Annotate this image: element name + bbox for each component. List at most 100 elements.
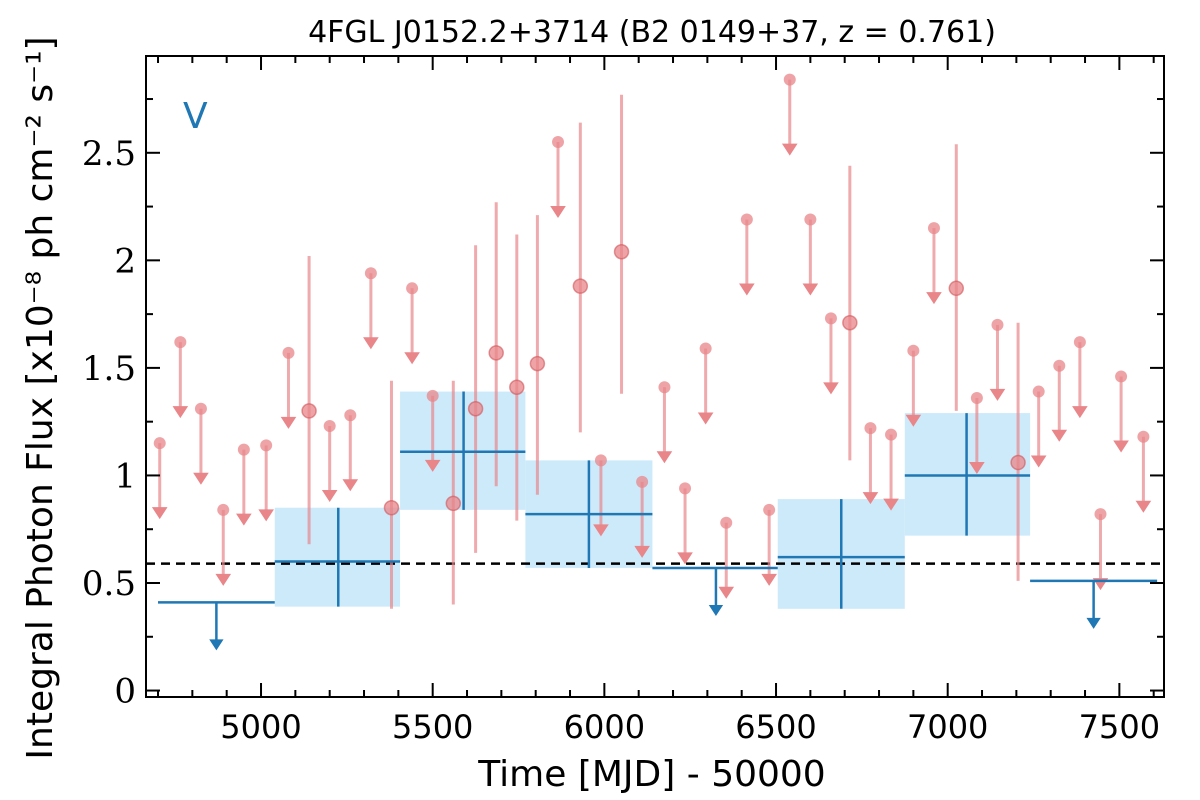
short-bin-point bbox=[842, 314, 858, 331]
upper-limit-arrowhead bbox=[862, 492, 879, 505]
upper-limit-arrowhead bbox=[905, 414, 922, 427]
upper-limit-point bbox=[174, 336, 187, 349]
upper-limit-arrowhead bbox=[926, 292, 942, 305]
plot-frame bbox=[145, 55, 1165, 698]
x-tick-label: 5500 bbox=[392, 708, 473, 746]
upper-limit-arrowhead bbox=[989, 388, 1006, 401]
upper-limit-point bbox=[237, 443, 250, 456]
upper-limit-arrowhead bbox=[739, 283, 755, 296]
upper-limit-point bbox=[552, 136, 565, 149]
upper-limit-arrowhead bbox=[1113, 440, 1129, 453]
short-bin-point bbox=[445, 495, 462, 512]
upper-limit-arrowhead bbox=[193, 472, 209, 485]
upper-limit-arrowhead bbox=[593, 524, 609, 537]
upper-limit-arrowhead bbox=[363, 337, 379, 350]
upper-limit-arrowhead bbox=[969, 462, 985, 475]
upper-limit-arrowhead bbox=[172, 406, 189, 419]
upper-limit-arrowhead bbox=[802, 283, 819, 296]
x-tick-label: 7500 bbox=[1079, 708, 1160, 746]
upper-limit-point bbox=[824, 312, 837, 325]
upper-limit-arrowhead bbox=[424, 459, 441, 472]
x-tick-labels: 5000 5500 6000 6500 7000 7500 bbox=[220, 708, 1160, 746]
upper-limit-arrowhead bbox=[634, 545, 650, 558]
upper-limit-point bbox=[1053, 359, 1066, 372]
short-bin-point bbox=[301, 403, 317, 419]
short-bin-point bbox=[613, 243, 630, 260]
panel-label: V bbox=[183, 96, 208, 137]
upper-limit-arrowhead bbox=[404, 352, 420, 365]
short-bin-point bbox=[572, 278, 589, 294]
upper-limit-point bbox=[970, 392, 983, 405]
upper-limit-point bbox=[406, 282, 419, 295]
y-tick-label: 2.5 bbox=[82, 134, 136, 174]
short-bin-point bbox=[467, 401, 484, 417]
upper-limit-point bbox=[364, 267, 377, 280]
y-tick-label: 0.5 bbox=[82, 564, 136, 604]
upper-limit-arrowhead bbox=[1072, 406, 1088, 419]
upper-limit-arrowhead bbox=[677, 552, 693, 565]
upper-limit-point bbox=[763, 503, 776, 516]
upper-limit-arrowhead bbox=[321, 489, 338, 502]
upper-limit-arrowhead bbox=[823, 382, 839, 395]
short-bin-point bbox=[488, 345, 504, 361]
short-bin-point bbox=[529, 355, 546, 372]
upper-limit-point bbox=[260, 439, 273, 452]
upper-limit-point bbox=[1094, 508, 1107, 521]
upper-limit-point bbox=[783, 73, 796, 86]
x-tick-label: 6500 bbox=[735, 708, 816, 746]
upper-limit-point bbox=[658, 381, 671, 394]
upper-limit-arrowhead bbox=[1030, 455, 1047, 468]
upper-limit-arrowhead bbox=[236, 513, 252, 526]
upper-limit-arrowhead bbox=[718, 586, 735, 599]
axis-ticks bbox=[146, 56, 1164, 697]
upper-limit-point bbox=[864, 422, 877, 435]
upper-limit-point bbox=[679, 482, 692, 495]
short-bin-point bbox=[509, 379, 525, 396]
upper-limit-point bbox=[194, 402, 207, 415]
upper-limit-point bbox=[636, 475, 649, 488]
upper-limit-point bbox=[1115, 370, 1128, 383]
upper-limit-arrowhead bbox=[1051, 429, 1068, 442]
upper-limit-arrowhead bbox=[258, 509, 274, 522]
upper-limit-arrowhead bbox=[656, 451, 673, 464]
upper-limit-point bbox=[927, 222, 940, 235]
upper-limit-point bbox=[323, 419, 336, 432]
upper-limit-arrowhead bbox=[761, 573, 777, 586]
upper-limit-arrowhead bbox=[781, 143, 798, 156]
y-tick-label: 1.5 bbox=[82, 349, 136, 389]
y-tick-label: 0 bbox=[114, 672, 136, 712]
upper-limit-point bbox=[699, 342, 712, 355]
long-upper-limit-arrowhead bbox=[209, 639, 224, 651]
upper-limit-point bbox=[740, 213, 753, 226]
upper-limit-arrowhead bbox=[883, 498, 899, 511]
upper-limit-point bbox=[1137, 430, 1150, 443]
x-tick-label: 5000 bbox=[220, 708, 301, 746]
short-bin-marks bbox=[151, 73, 1152, 609]
long-upper-limit-arrowhead bbox=[708, 604, 724, 616]
upper-limit-point bbox=[720, 516, 733, 529]
upper-limit-point bbox=[885, 428, 898, 441]
y-tick-label: 2 bbox=[114, 241, 136, 281]
upper-limit-point bbox=[907, 344, 920, 357]
upper-limit-point bbox=[1032, 385, 1045, 398]
upper-limit-arrowhead bbox=[215, 573, 232, 586]
chart-title: 4FGL J0152.2+3714 (B2 0149+37, z = 0.761… bbox=[308, 15, 996, 50]
upper-limit-point bbox=[594, 454, 607, 467]
y-tick-labels: 0 0.5 1 1.5 2 2.5 bbox=[82, 134, 136, 712]
upper-limit-point bbox=[991, 318, 1004, 331]
upper-limit-point bbox=[426, 389, 439, 402]
long-bin-marks bbox=[158, 391, 1158, 651]
upper-limit-arrowhead bbox=[151, 507, 168, 520]
upper-limit-point bbox=[1073, 336, 1086, 349]
x-tick-label: 7000 bbox=[907, 708, 988, 746]
x-tick-label: 6000 bbox=[564, 708, 645, 746]
upper-limit-point bbox=[217, 503, 230, 516]
upper-limit-arrowhead bbox=[280, 416, 297, 429]
upper-limit-arrowhead bbox=[550, 206, 566, 219]
upper-limit-point bbox=[282, 346, 295, 359]
short-bin-point bbox=[1010, 454, 1026, 471]
short-bin-point bbox=[383, 499, 400, 516]
upper-limit-point bbox=[344, 409, 357, 422]
short-bin-point bbox=[948, 280, 965, 297]
x-axis-label: Time [MJD] - 50000 bbox=[477, 754, 825, 795]
